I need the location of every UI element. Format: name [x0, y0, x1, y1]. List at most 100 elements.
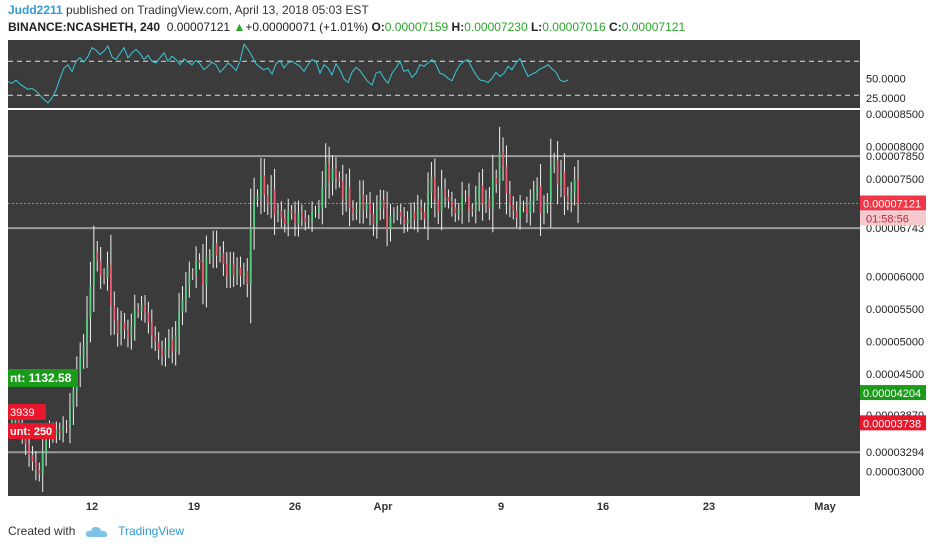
- candle-body: [556, 160, 559, 185]
- candle-body: [454, 207, 457, 214]
- candle-body: [236, 267, 238, 276]
- green-position-tag[interactable]: [8, 369, 78, 387]
- candle-body: [471, 209, 474, 211]
- red-quantity-tag[interactable]: [8, 423, 56, 439]
- footer: Created with TradingView: [8, 524, 184, 539]
- price-tick-label: 0.00005000: [866, 336, 924, 348]
- candle-body: [280, 210, 283, 218]
- candle-body: [416, 207, 419, 220]
- candle-body: [352, 208, 354, 213]
- candle-body: [188, 273, 191, 286]
- candle-body: [14, 419, 17, 423]
- countdown-label: 01:58:56: [866, 214, 909, 226]
- candle-body: [457, 210, 460, 214]
- price-tick-label: 0.00007850: [866, 151, 924, 163]
- price-tick-label: 0.00008500: [866, 109, 924, 121]
- rsi-series-line: [7, 43, 569, 104]
- candle-body: [372, 213, 375, 225]
- candle-body: [86, 317, 88, 346]
- publish-line: Judd2211 published on TradingView.com, A…: [8, 3, 369, 17]
- candle-body: [171, 339, 174, 352]
- candle-body: [215, 243, 218, 256]
- candle-body: [65, 425, 68, 428]
- candle-body: [89, 286, 92, 318]
- candle-body: [546, 200, 549, 206]
- x-tick-label: 16: [597, 501, 609, 513]
- candle-body: [140, 304, 143, 312]
- candle-body: [420, 207, 423, 213]
- price-tick-label: 0.00005500: [866, 304, 924, 316]
- candle-body: [423, 212, 426, 220]
- candle-body: [324, 163, 327, 188]
- candle-body: [96, 251, 99, 261]
- red-price-tag-label: 0.00003738: [863, 418, 921, 430]
- candle-body: [440, 188, 443, 212]
- candle-body: [116, 320, 119, 334]
- x-tick-label: 19: [188, 501, 200, 513]
- candle-body: [433, 176, 436, 200]
- candle-body: [45, 438, 47, 453]
- candle-body: [185, 285, 187, 300]
- candle-body: [174, 335, 177, 352]
- candle-body: [529, 201, 532, 214]
- published-text: published on TradingView.com, April 13, …: [66, 3, 369, 17]
- candle-body: [474, 198, 477, 211]
- candle-body: [150, 322, 153, 336]
- candle-body: [41, 452, 44, 474]
- high-value: 0.00007230: [464, 20, 528, 34]
- candle-body: [365, 203, 368, 210]
- rsi-pane: [8, 40, 860, 108]
- candle-body: [369, 203, 371, 214]
- green-price-tag-label: 0.00004204: [863, 388, 921, 400]
- candle-body: [249, 227, 252, 285]
- candle-body: [399, 212, 402, 217]
- candle-body: [468, 196, 470, 210]
- x-tick-label: 9: [498, 501, 504, 513]
- candle-body: [532, 191, 535, 202]
- candle-body: [205, 257, 208, 286]
- candle-body: [314, 211, 317, 213]
- price-tick-label: 0.00006000: [866, 271, 924, 283]
- candle-body: [508, 193, 511, 205]
- candle-body: [287, 211, 290, 224]
- candle-body: [403, 216, 406, 224]
- red-price-tag: [860, 415, 926, 431]
- tradingview-brand-link[interactable]: TradingView: [118, 524, 185, 538]
- candle-body: [512, 204, 515, 211]
- candle-body: [229, 264, 232, 276]
- candle-body: [321, 187, 324, 208]
- last-price: 0.00007121: [166, 20, 231, 34]
- candle-body: [120, 322, 123, 334]
- x-tick-label: 12: [86, 501, 98, 513]
- candle-body: [137, 309, 140, 312]
- candle-body: [560, 172, 562, 185]
- candle-body: [92, 251, 95, 287]
- close-value: 0.00007121: [621, 20, 686, 34]
- x-tick-label: 23: [703, 501, 715, 513]
- candle-body: [263, 175, 266, 196]
- candle-body: [103, 275, 105, 278]
- candle-body: [549, 165, 552, 201]
- candle-body: [290, 211, 293, 214]
- candle-body: [144, 304, 146, 313]
- created-with-text: Created with: [8, 524, 76, 538]
- candle-body: [519, 206, 521, 218]
- candle-body: [341, 180, 344, 200]
- candle-body: [543, 205, 545, 214]
- price-tick-label: 0.00006743: [866, 223, 924, 235]
- tradingview-cloud-icon: [85, 526, 107, 537]
- candle-body: [379, 200, 382, 210]
- red-position-tag[interactable]: [8, 404, 46, 420]
- candle-body: [502, 151, 504, 167]
- countdown-tag: [860, 211, 926, 226]
- candle-body: [393, 213, 395, 217]
- candle-body: [62, 425, 65, 433]
- candle-body: [307, 221, 310, 223]
- candle-body: [198, 260, 201, 263]
- author-link[interactable]: Judd2211: [8, 3, 63, 17]
- candle-body: [389, 216, 392, 229]
- price-pane[interactable]: [8, 110, 860, 496]
- candle-body: [515, 210, 518, 218]
- candle-body: [318, 207, 320, 212]
